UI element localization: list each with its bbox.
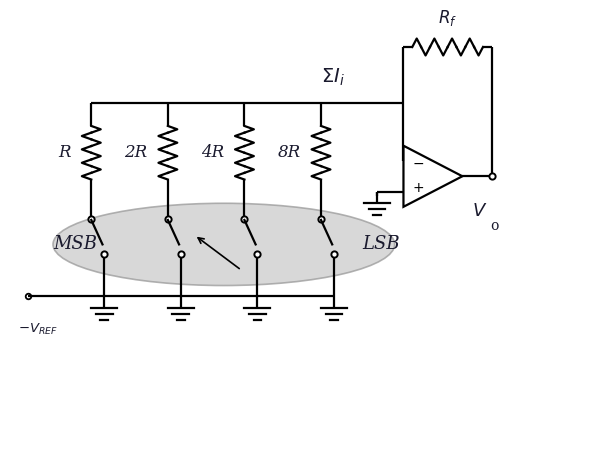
Text: $\Sigma I_i$: $\Sigma I_i$ xyxy=(321,67,345,88)
Text: o: o xyxy=(491,219,499,233)
Text: 4R: 4R xyxy=(201,144,224,161)
Text: 8R: 8R xyxy=(277,144,300,161)
Text: R: R xyxy=(58,144,71,161)
Ellipse shape xyxy=(53,203,395,285)
Text: LSB: LSB xyxy=(362,235,400,253)
Text: $+$: $+$ xyxy=(412,181,424,196)
Text: $-V_{REF}$: $-V_{REF}$ xyxy=(18,322,58,337)
Text: MSB: MSB xyxy=(53,235,97,253)
Text: 2R: 2R xyxy=(124,144,147,161)
Text: $R_f$: $R_f$ xyxy=(438,8,457,28)
Text: $V$: $V$ xyxy=(472,202,488,220)
Text: $-$: $-$ xyxy=(412,156,424,170)
